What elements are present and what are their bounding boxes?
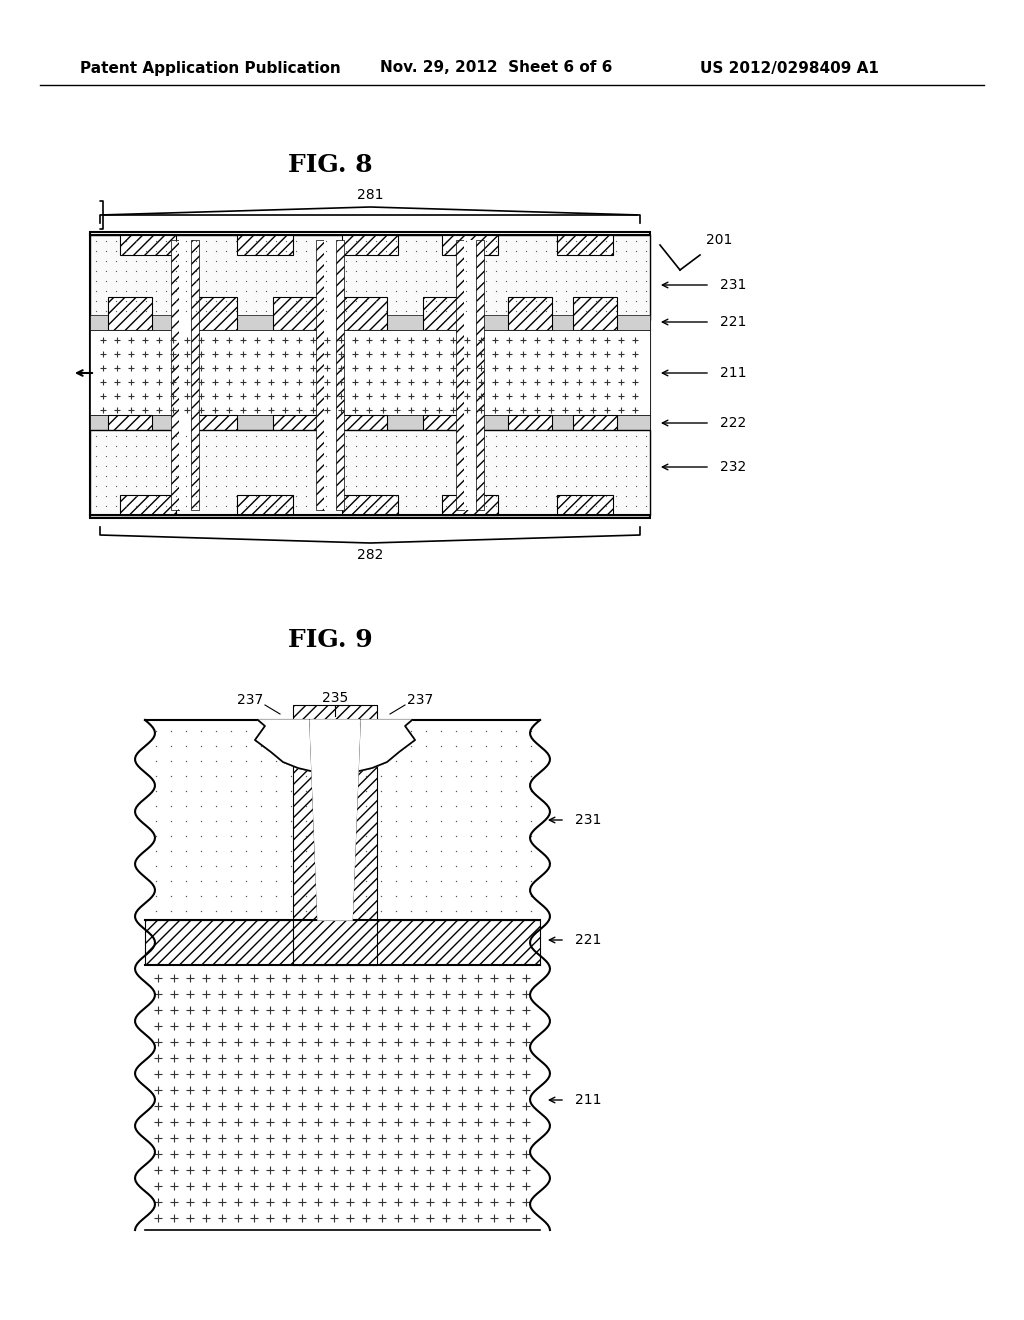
Bar: [145, 965, 540, 1230]
Text: US 2012/0298409 A1: US 2012/0298409 A1: [700, 61, 879, 75]
Bar: [343, 414, 387, 447]
Text: 211: 211: [575, 1093, 601, 1107]
Bar: [342, 235, 398, 255]
Bar: [464, 240, 476, 510]
Bar: [90, 235, 650, 319]
Bar: [316, 240, 324, 510]
Bar: [120, 495, 176, 515]
Text: 281: 281: [356, 187, 383, 202]
Text: Patent Application Publication: Patent Application Publication: [80, 61, 341, 75]
Text: 221: 221: [720, 315, 746, 329]
Bar: [179, 240, 191, 510]
Text: 221: 221: [575, 933, 601, 946]
Bar: [573, 297, 617, 330]
Bar: [557, 235, 613, 255]
Bar: [120, 235, 176, 255]
Bar: [324, 240, 336, 510]
Text: 231: 231: [720, 279, 746, 292]
Bar: [293, 705, 377, 965]
Bar: [423, 297, 467, 330]
Bar: [108, 297, 152, 330]
Bar: [237, 495, 293, 515]
Bar: [343, 297, 387, 330]
Bar: [508, 414, 552, 447]
Text: 237: 237: [407, 693, 433, 708]
Bar: [442, 495, 498, 515]
Polygon shape: [255, 719, 415, 772]
Text: FIG. 9: FIG. 9: [288, 628, 373, 652]
Bar: [557, 495, 613, 515]
Bar: [273, 414, 317, 447]
Text: FIG. 8: FIG. 8: [288, 153, 373, 177]
Bar: [108, 414, 152, 447]
Bar: [90, 315, 650, 330]
Text: 222: 222: [720, 416, 746, 430]
Bar: [191, 240, 199, 510]
Text: 237: 237: [237, 693, 263, 708]
Text: 232: 232: [720, 459, 746, 474]
Bar: [90, 430, 650, 515]
Bar: [336, 240, 344, 510]
Text: 231: 231: [575, 813, 601, 828]
Bar: [90, 232, 650, 517]
Text: 211: 211: [720, 366, 746, 380]
Bar: [90, 330, 650, 414]
Polygon shape: [310, 719, 360, 920]
Bar: [273, 297, 317, 330]
Bar: [193, 414, 237, 447]
Bar: [476, 240, 484, 510]
Text: 282: 282: [356, 548, 383, 562]
Bar: [90, 414, 650, 430]
Bar: [171, 240, 179, 510]
Text: Nov. 29, 2012  Sheet 6 of 6: Nov. 29, 2012 Sheet 6 of 6: [380, 61, 612, 75]
Bar: [342, 495, 398, 515]
Bar: [145, 719, 540, 920]
Text: 235: 235: [322, 690, 348, 705]
Bar: [442, 235, 498, 255]
Bar: [193, 297, 237, 330]
Bar: [508, 297, 552, 330]
Bar: [573, 414, 617, 447]
Text: 201: 201: [706, 234, 732, 247]
Bar: [145, 920, 540, 965]
Bar: [423, 414, 467, 447]
Bar: [456, 240, 464, 510]
Bar: [237, 235, 293, 255]
